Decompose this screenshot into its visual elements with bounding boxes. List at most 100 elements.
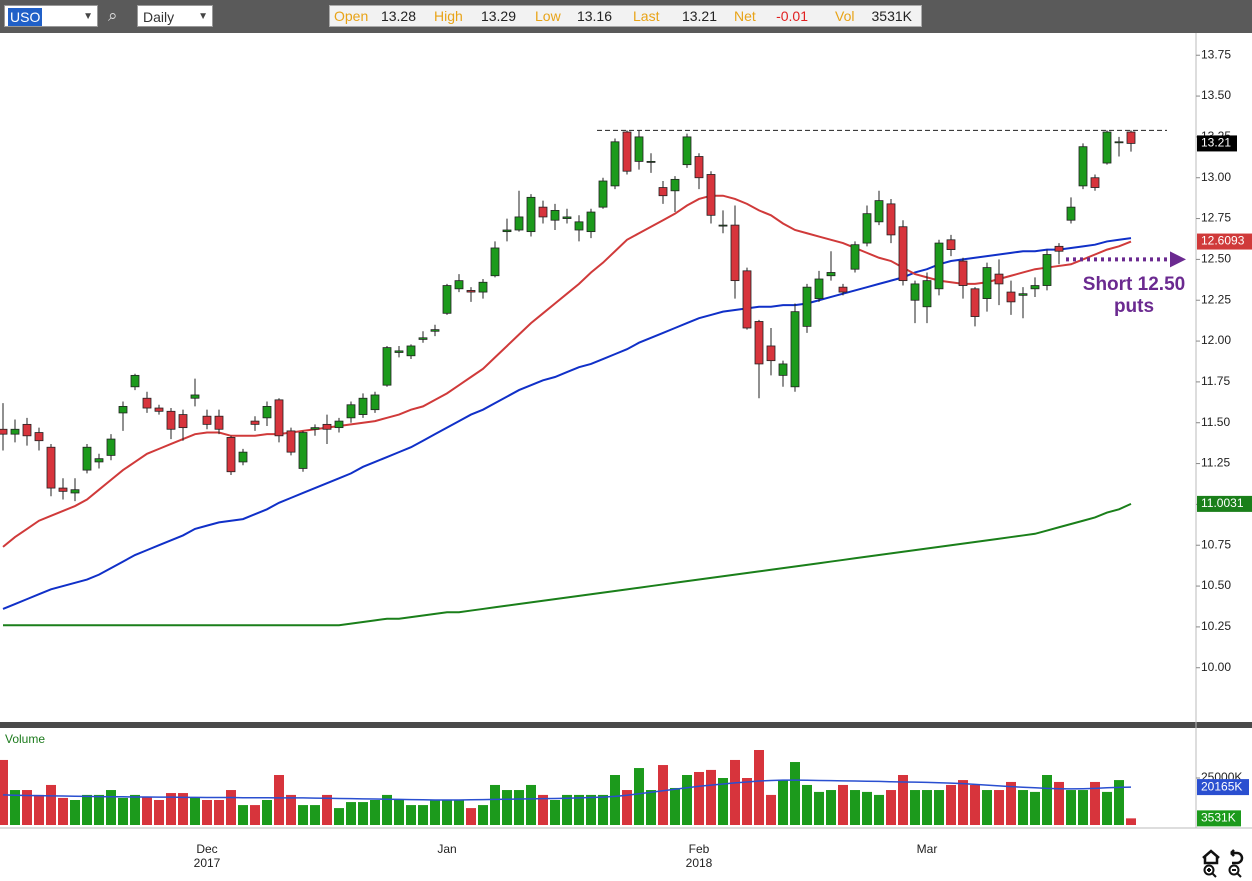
candle-body: [310, 427, 320, 430]
symbol-box[interactable]: USO ▼: [4, 5, 98, 27]
volume-label: Volume: [5, 732, 45, 746]
volume-bar: [838, 784, 848, 825]
candle-body: [574, 221, 584, 231]
y-tick-label: 10.00: [1201, 660, 1231, 674]
volume-bar: [1126, 818, 1136, 825]
candle-body: [154, 407, 164, 412]
candle-body: [1102, 131, 1112, 164]
last-price-box: [1197, 135, 1237, 152]
x-year-label: 2018: [686, 856, 713, 870]
volume-bar: [154, 799, 164, 825]
undo-icon[interactable]: [1230, 849, 1244, 865]
volume-bar: [1066, 790, 1076, 825]
dropdown-icon[interactable]: ▼: [83, 11, 93, 22]
volume-bar: [886, 790, 896, 825]
candle-body: [946, 239, 956, 251]
annotation-text: Short 12.50: [1083, 274, 1185, 295]
volume-bar: [538, 794, 548, 825]
volume-bar: [1054, 781, 1064, 825]
candle-body: [1042, 254, 1052, 286]
volume-bar: [118, 797, 128, 825]
candle-body: [346, 404, 356, 419]
volume-bar: [22, 790, 32, 825]
volume-bar: [10, 790, 20, 825]
candle-body: [1006, 291, 1016, 303]
volume-bar: [94, 794, 104, 825]
volume-bar: [862, 791, 872, 825]
candle-body: [646, 160, 656, 163]
quote-label: Vol: [835, 8, 855, 24]
y-tick-label: 12.75: [1201, 211, 1231, 225]
volume-bar: [598, 794, 608, 825]
candle-body: [478, 281, 488, 293]
volume-bar: [442, 799, 452, 825]
candle-body: [706, 174, 716, 216]
candle-body: [466, 290, 476, 293]
y-tick-label: 13.75: [1201, 47, 1231, 61]
candle-body: [742, 270, 752, 329]
quote-value: -0.01: [776, 8, 808, 24]
quote-label: Last: [633, 8, 660, 24]
last-volume-box: [1197, 810, 1241, 827]
ma-value-box: [1197, 233, 1252, 250]
candle-body: [526, 196, 536, 233]
y-tick-label: 13.50: [1201, 88, 1231, 102]
volume-bar: [814, 791, 824, 825]
volume-bar: [874, 794, 884, 825]
volume-bar: [694, 771, 704, 825]
volume-bar: [526, 784, 536, 825]
search-icon[interactable]: ⌕: [108, 6, 118, 25]
interval-box[interactable]: Daily ▼: [137, 5, 213, 27]
candle-body: [454, 280, 464, 290]
volume-bar: [1102, 791, 1112, 825]
candle-body: [406, 345, 416, 357]
candle-body: [82, 446, 92, 471]
volume-bar: [58, 797, 68, 825]
candle-body: [202, 415, 212, 425]
candle-body: [238, 451, 248, 463]
candle-body: [214, 415, 224, 430]
volume-bar: [46, 784, 56, 825]
candle-body: [886, 203, 896, 236]
zoom-glyphs[interactable]: [1207, 868, 1242, 878]
volume-bar: [238, 805, 248, 825]
candle-body: [586, 211, 596, 233]
candle-body: [166, 410, 176, 430]
nav-icons[interactable]: [1202, 849, 1244, 878]
home-icon[interactable]: [1202, 849, 1220, 865]
candle-body: [10, 428, 20, 435]
ma-value-box: [1197, 495, 1252, 512]
volume-bar: [622, 790, 632, 825]
quote-value: 13.16: [576, 8, 612, 24]
volume-bar: [106, 790, 116, 825]
volume-bar: [1030, 791, 1040, 825]
volume-average: [2, 779, 1132, 801]
panel-separator: [0, 722, 1252, 728]
volume-bar: [514, 790, 524, 825]
volume-bar: [754, 749, 764, 825]
candle-body: [370, 394, 380, 411]
quote-label: Open: [334, 8, 369, 24]
volume-bar: [610, 774, 620, 825]
candle-body: [622, 131, 632, 172]
candle-body: [814, 278, 824, 300]
volume-bar: [226, 790, 236, 825]
volume-bar: [262, 799, 272, 825]
volume-average-label: 20165K: [1201, 779, 1242, 793]
dropdown-icon[interactable]: ▼: [198, 11, 208, 22]
zoom-out-icon[interactable]: [1228, 864, 1240, 876]
candle-body: [778, 363, 788, 376]
volume-bar: [658, 765, 668, 825]
candle-body: [682, 136, 692, 166]
last-volume-label: 3531K: [1201, 811, 1236, 825]
candle-body: [538, 206, 548, 218]
zoom-in-icon[interactable]: [1203, 864, 1215, 876]
volume-bar: [742, 778, 752, 825]
candle-body: [874, 200, 884, 223]
candle-body: [130, 374, 140, 388]
candle-body: [322, 423, 332, 430]
candle-body: [1078, 146, 1088, 187]
y-tick-label: 10.75: [1201, 537, 1231, 551]
volume-bar: [550, 799, 560, 825]
quote-value: 13.29: [480, 8, 516, 24]
